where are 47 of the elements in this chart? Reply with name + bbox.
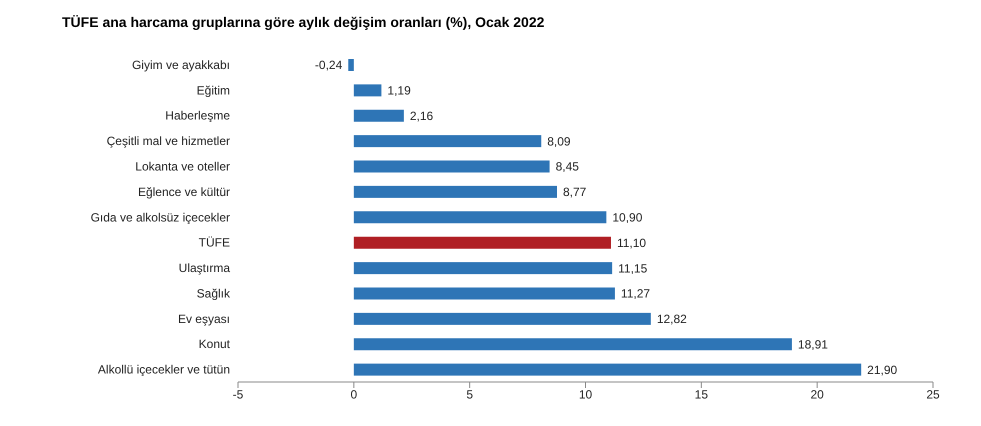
y-tick-label: Konut [198,337,231,352]
bar [354,338,792,350]
bar [354,287,615,300]
bar [354,160,550,173]
bar [354,110,404,122]
bar [354,236,611,249]
bar [354,135,542,148]
data-label: 8,77 [563,185,587,200]
data-label: 21,90 [867,362,898,377]
y-tick-label: Giyim ve ayakkabı [132,58,230,72]
data-label: 2,16 [410,108,434,123]
data-label: 1,19 [387,84,412,98]
y-tick-label: Ev eşyası [178,312,230,326]
bar [354,211,606,224]
data-label: 8,45 [556,160,580,174]
bar [354,364,862,376]
y-tick-label: Ulaştırma [178,261,230,276]
bar [354,262,612,274]
chart-title: TÜFE ana harcama gruplarına göre aylık değişim oranları (%), Ocak 2022 [61,13,546,32]
data-label: 11,10 [616,236,646,250]
bar [354,186,558,198]
data-label: 11,27 [620,286,650,301]
x-tick-label: 5 [466,388,474,402]
y-tick-label: Sağlık [196,286,231,300]
x-tick-label: 20 [810,388,824,402]
y-tick-label: Çeşitli mal ve hizmetler [106,134,230,148]
bar [354,84,382,96]
bar [348,59,354,71]
x-tick-label: 10 [578,388,592,402]
y-tick-label: Eğitim [196,83,230,98]
y-tick-label: TÜFE [198,236,230,250]
data-label: 18,91 [798,337,828,352]
y-tick-label: Eğlence ve kültür [138,184,230,199]
y-tick-label: Lokanta ve oteller [135,159,230,174]
x-tick-label: 0 [350,388,358,402]
data-label: 8,09 [547,134,571,148]
data-label: 11,15 [618,261,648,276]
data-label: 12,82 [656,312,688,326]
y-tick-label: Haberleşme [165,108,230,123]
bar [354,312,651,325]
data-label: -0,24 [314,58,343,72]
y-tick-label: Gıda ve alkolsüz içecekler [90,210,230,224]
x-tick-label: -5 [232,388,244,402]
data-label: 10,90 [612,210,643,225]
y-tick-label: Alkollü içecekler ve tütün [98,362,230,377]
x-tick-label: 25 [926,388,940,402]
x-tick-label: 15 [694,388,708,402]
